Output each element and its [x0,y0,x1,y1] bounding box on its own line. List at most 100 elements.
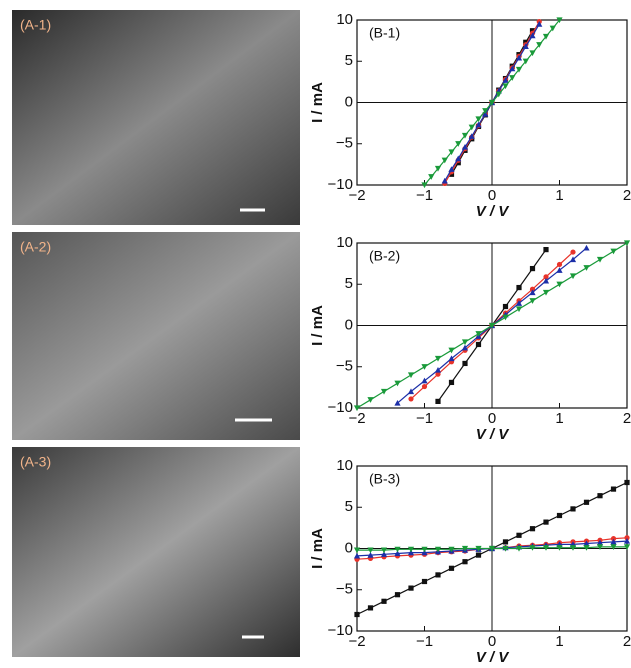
marker [461,339,469,346]
x-tick-label: 1 [555,187,563,204]
marker [475,121,482,128]
marker [596,544,604,550]
marker [448,149,455,156]
marker [448,166,455,172]
marker [529,545,536,551]
x-tick-label: 2 [623,410,631,427]
x-tick-label: −1 [416,410,433,427]
marker [529,50,536,57]
marker [482,108,489,114]
y-tick-label: 10 [336,234,353,251]
marker [394,592,401,598]
annotation: (B-1) [369,25,400,41]
marker [434,546,442,553]
x-tick-label: −1 [416,187,433,204]
marker [462,360,468,367]
marker [569,545,577,551]
x-tick-label: 2 [623,187,631,204]
x-axis-label: V / V [476,426,511,443]
marker [502,303,509,310]
marker [394,380,401,387]
marker [596,256,604,263]
marker [623,240,631,247]
y-tick-label: 5 [345,275,353,292]
y-tick-label: 10 [336,11,353,28]
y-tick-label: −5 [336,581,353,598]
marker [461,143,469,150]
image-label: (A-3) [20,454,51,470]
marker [448,565,455,571]
marker [549,25,556,32]
marker [408,585,414,591]
marker [610,486,617,492]
marker [381,598,387,604]
marker [435,398,441,404]
x-tick-label: 1 [555,633,563,650]
marker [441,157,448,164]
marker [367,552,374,558]
marker [543,274,549,280]
marker [570,506,576,512]
marker [515,300,523,306]
marker [468,133,475,139]
marker [353,405,361,412]
marker [597,493,603,499]
marker [610,538,617,545]
marker [353,552,361,559]
marker [353,547,361,554]
marker [516,532,522,538]
marker [488,545,496,552]
marker [462,559,468,565]
marker [461,344,469,351]
marker [583,265,590,271]
marker [380,388,388,395]
marker [515,54,523,61]
image-label: (A-2) [20,239,51,255]
sem-image [12,447,300,657]
y-axis-label: I / mA [309,528,326,569]
marker [515,306,523,313]
x-tick-label: 0 [488,187,496,204]
marker [380,551,388,557]
x-tick-label: −2 [348,187,365,204]
marker [502,545,509,552]
marker [529,298,536,304]
marker [543,247,549,253]
marker [421,578,428,585]
marker [583,499,590,505]
marker [569,256,577,263]
marker [542,545,550,551]
marker [475,552,482,558]
sem-images: (A-1) (A-2) (A-3) [12,10,300,657]
y-tick-label: −10 [328,399,353,416]
y-tick-label: 10 [336,457,353,474]
x-tick-label: −1 [416,633,433,650]
marker [569,273,577,280]
marker [488,322,496,329]
marker [394,399,401,406]
marker [421,182,428,189]
y-tick-label: −10 [328,622,353,639]
x-tick-label: 0 [488,410,496,427]
marker [468,124,475,131]
y-tick-label: 0 [345,316,353,333]
marker [421,546,428,553]
marker [624,479,630,486]
marker [502,314,509,321]
marker [448,546,455,553]
sem-image [12,10,300,225]
marker [407,546,415,553]
marker [461,132,469,139]
marker [448,347,455,354]
marker [475,545,482,552]
x-axis-label: V / V [476,203,511,220]
marker [502,83,509,90]
marker [529,265,536,272]
x-tick-label: −2 [348,633,365,650]
marker [583,545,590,551]
marker [542,289,550,296]
y-tick-label: −5 [336,358,353,375]
